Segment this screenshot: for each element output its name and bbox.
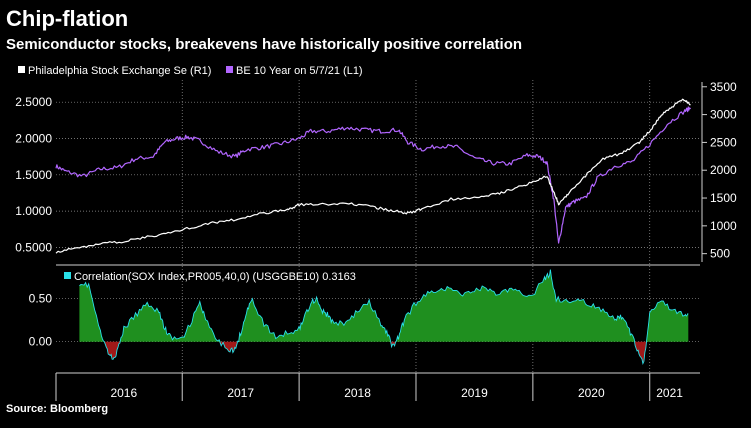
year-label: 2016 (110, 386, 137, 400)
legend-swatch-correlation (64, 272, 71, 279)
sox-series-line (55, 98, 691, 254)
right-tick-label: 1500 (710, 191, 737, 205)
be-10y-series-line (55, 106, 692, 244)
right-tick-label: 1000 (710, 219, 737, 233)
source-note: Source: Bloomberg (6, 403, 109, 415)
correlation-axis: 0.50 0.00 (29, 291, 53, 348)
left-tick-label: 2.5000 (15, 95, 52, 109)
left-tick-label: 1.5000 (15, 168, 52, 182)
year-label: 2018 (344, 386, 371, 400)
corr-tick-label: 0.50 (29, 291, 53, 305)
correlation-legend: Correlation(SOX Index,PR005,40,0) (USGGB… (64, 271, 356, 283)
legend-label-sox: Philadelphia Stock Exchange Se (R1) (28, 65, 211, 77)
year-label: 2017 (227, 386, 254, 400)
correlation-negative-area (79, 341, 689, 364)
right-tick-label: 500 (710, 247, 730, 261)
right-tick-label: 2500 (710, 135, 737, 149)
chart-subtitle: Semiconductor stocks, breakevens have hi… (6, 36, 523, 53)
left-tick-label: 0.5000 (15, 240, 52, 254)
right-tick-label: 3500 (710, 80, 737, 94)
correlation-positive-area (79, 269, 689, 342)
legend-swatch-sox (18, 66, 25, 73)
corr-tick-label: 0.00 (29, 335, 53, 349)
right-axis: 3500 3000 2500 2000 1500 1000 500 (701, 80, 737, 262)
left-tick-label: 1.0000 (15, 204, 52, 218)
x-axis: 2016 2017 2018 2019 2020 2021 (55, 372, 700, 401)
left-tick-label: 2.0000 (15, 131, 52, 145)
correlation-area (79, 269, 689, 366)
right-tick-label: 3000 (710, 108, 737, 122)
top-legend: Philadelphia Stock Exchange Se (R1) BE 1… (18, 65, 363, 77)
legend-label-be: BE 10 Year on 5/7/21 (L1) (236, 65, 363, 77)
grid-lines (56, 80, 700, 401)
left-axis: 2.5000 2.0000 1.5000 1.0000 0.5000 (15, 95, 52, 254)
top-series (55, 98, 692, 254)
correlation-series-line (79, 269, 689, 366)
year-label: 2020 (578, 386, 605, 400)
year-label: 2021 (656, 386, 683, 400)
legend-label-correlation: Correlation(SOX Index,PR005,40,0) (USGGB… (74, 271, 356, 283)
legend-swatch-be (226, 66, 233, 73)
chart-title: Chip-flation (6, 6, 129, 31)
right-tick-label: 2000 (710, 163, 737, 177)
year-label: 2019 (461, 386, 488, 400)
